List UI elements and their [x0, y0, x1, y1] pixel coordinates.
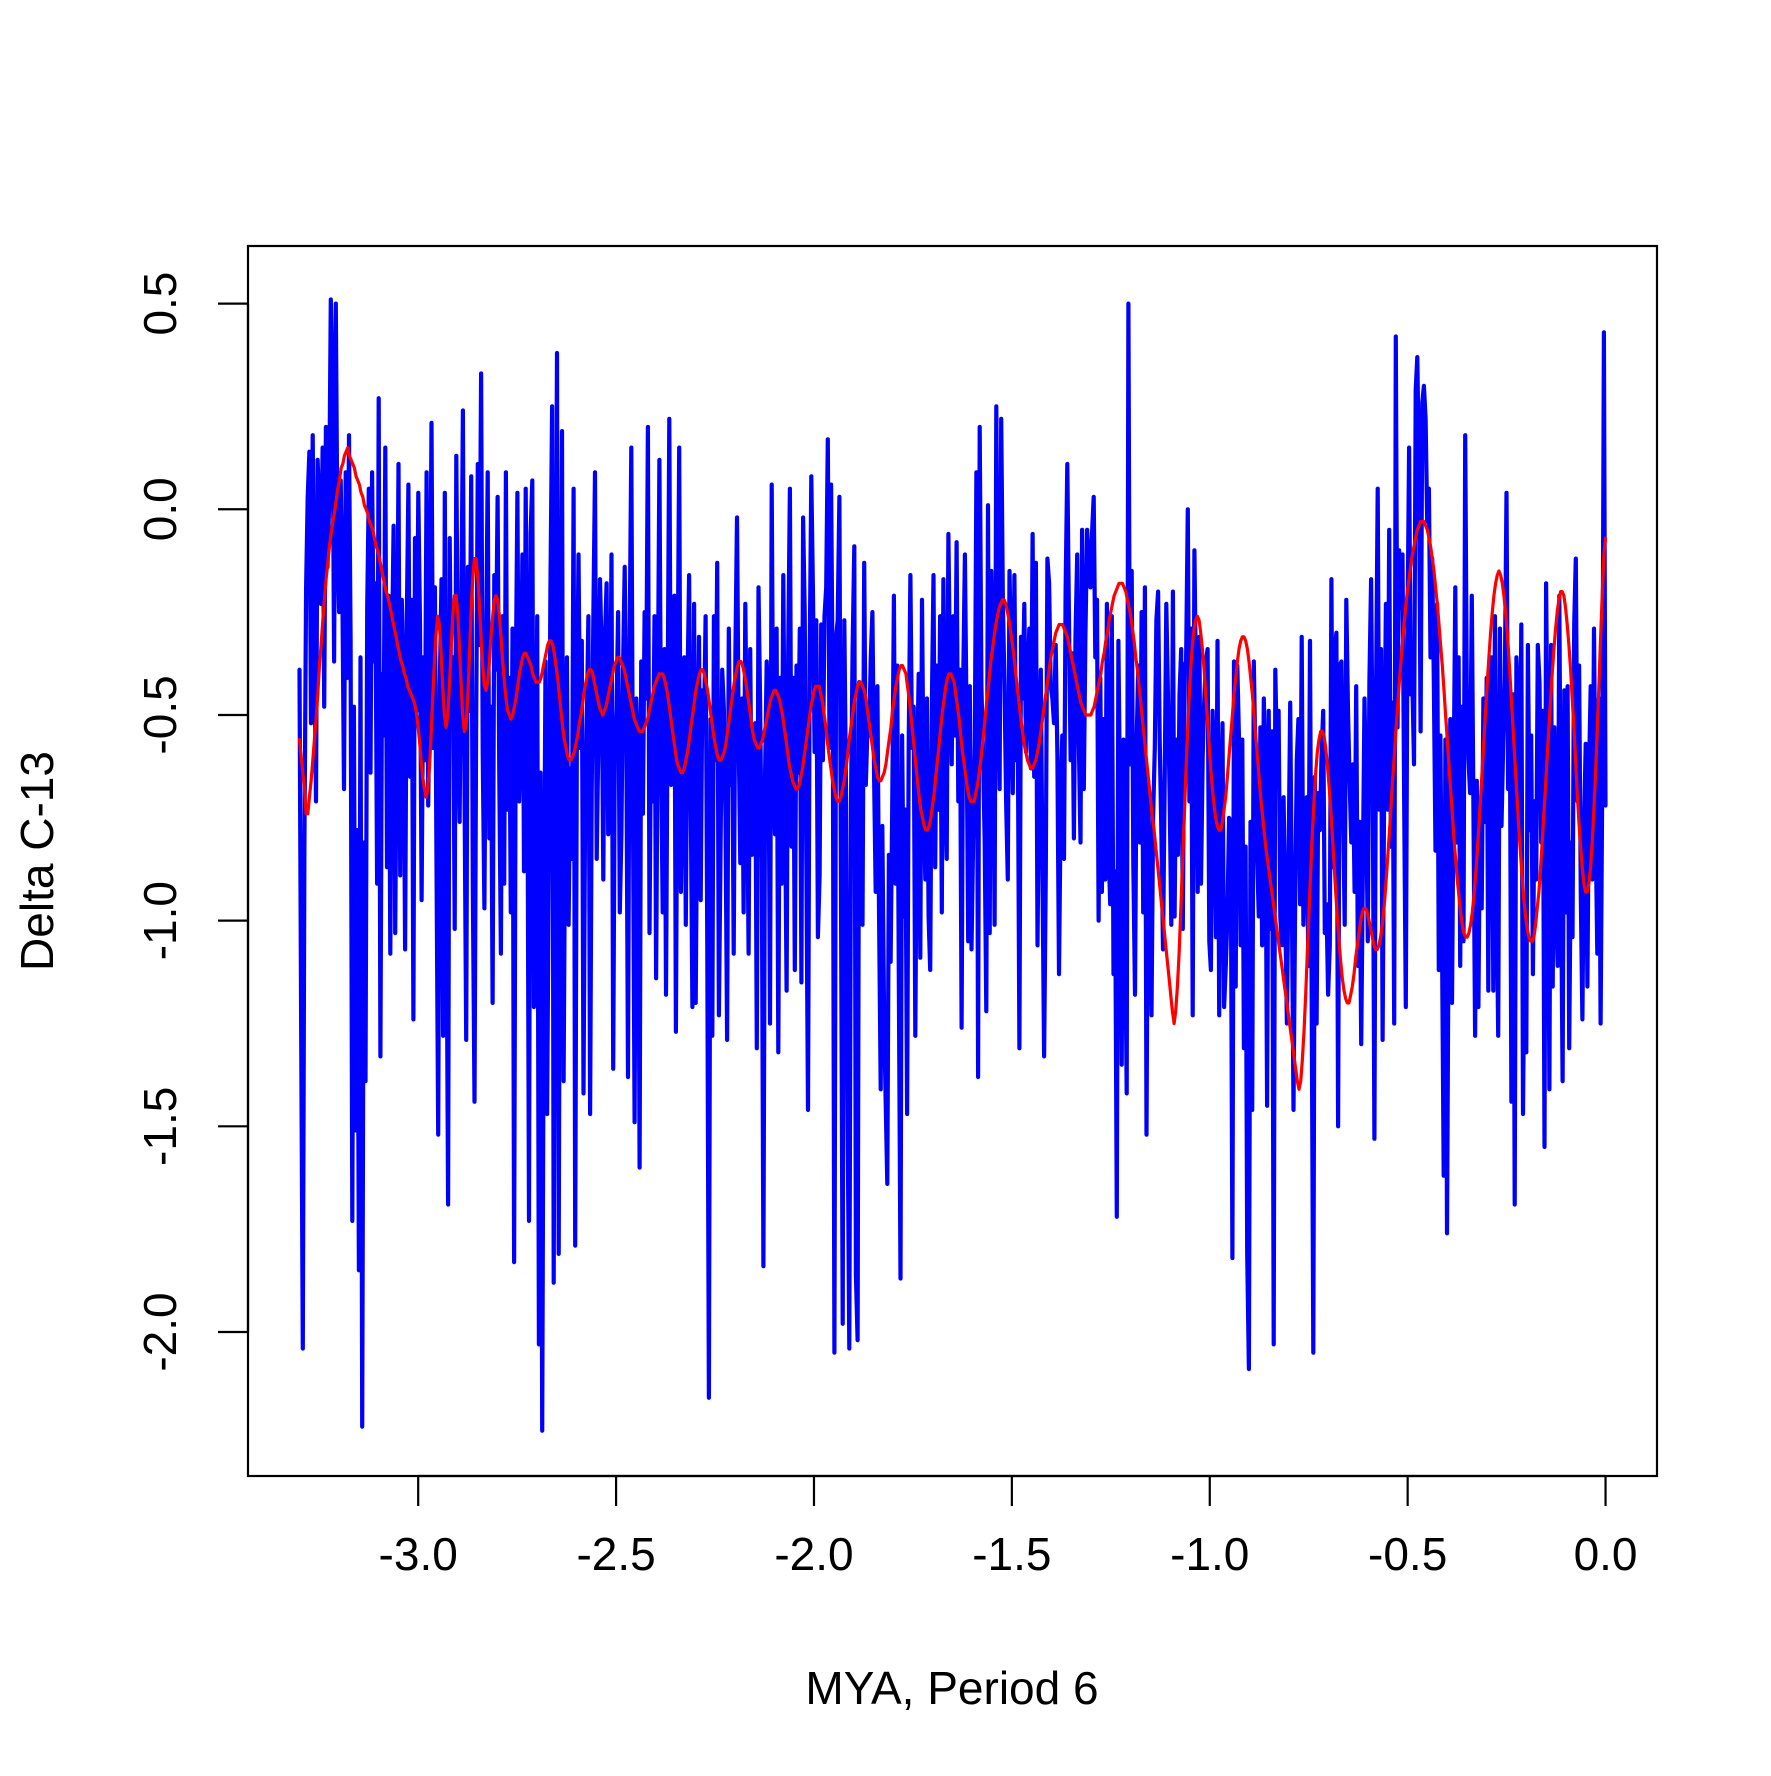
x-tick-label: -2.5 [576, 1528, 655, 1580]
series-layer [297, 297, 1608, 1433]
x-tick-label: -2.0 [774, 1528, 853, 1580]
y-tick-label: -1.0 [134, 881, 186, 960]
series-line-smoothed [297, 446, 1608, 1091]
x-tick-label: -3.0 [379, 1528, 458, 1580]
y-tick-label: -1.5 [134, 1087, 186, 1166]
x-tick-label: 0.0 [1574, 1528, 1638, 1580]
x-axis-title: MYA, Period 6 [805, 1662, 1098, 1714]
x-tick-label: -1.0 [1170, 1528, 1249, 1580]
x-tick-label: -0.5 [1368, 1528, 1447, 1580]
y-tick-label: 0.0 [134, 477, 186, 541]
y-axis: -2.0 -1.5 -1.0 -0.5 0.0 0.5 [134, 272, 250, 1372]
series-line-raw [297, 297, 1608, 1433]
x-axis: -3.0 -2.5 -2.0 -1.5 -1.0 -0.5 0.0 [379, 1474, 1638, 1580]
y-tick-label: 0.5 [134, 272, 186, 336]
y-tick-label: -2.0 [134, 1292, 186, 1371]
y-axis-title: Delta C-13 [11, 751, 63, 971]
x-tick-label: -1.5 [972, 1528, 1051, 1580]
y-tick-label: -0.5 [134, 675, 186, 754]
